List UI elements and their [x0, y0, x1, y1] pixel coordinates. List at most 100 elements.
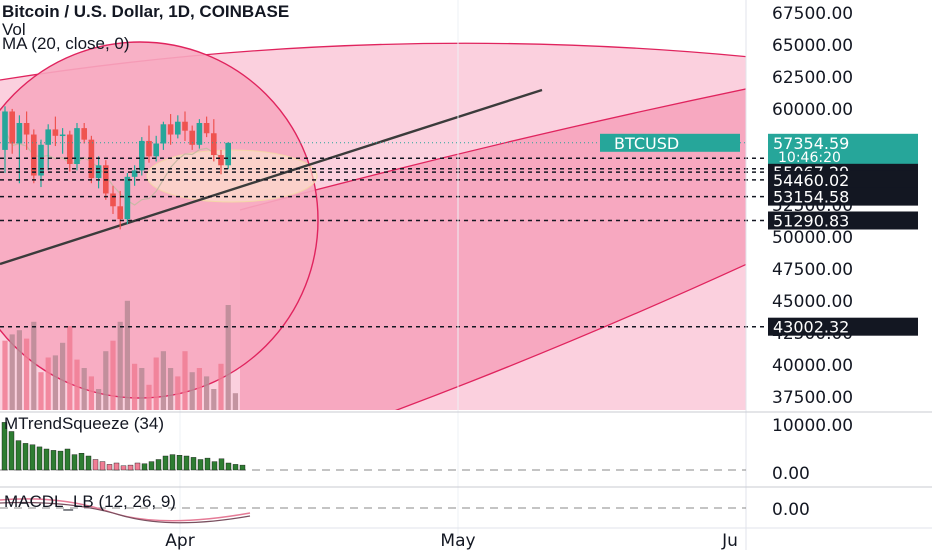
- volume-bar: [168, 368, 174, 410]
- volume-bar: [88, 376, 94, 410]
- level-tag-label: 54460.02: [773, 171, 849, 190]
- volume-label: Vol: [2, 20, 26, 39]
- volume-bar: [139, 368, 145, 410]
- level-tag: [768, 317, 918, 336]
- price-tick-label: 50000.00: [772, 228, 853, 248]
- volume-bar: [218, 363, 224, 410]
- small-ellipse: [146, 149, 318, 203]
- level-tag-label: 53154.58: [773, 188, 849, 207]
- squeeze-bar: [134, 462, 141, 471]
- candle-body: [2, 111, 8, 150]
- squeeze-bar: [22, 443, 29, 471]
- squeeze-bar: [148, 461, 155, 471]
- chart-title: Bitcoin / U.S. Dollar, 1D, COINBASE: [2, 2, 290, 21]
- countdown-label: 10:46:20: [778, 150, 841, 166]
- level-tag-label: 51290.83: [773, 211, 849, 230]
- candle-body: [225, 142, 231, 166]
- level-tag: [768, 211, 918, 230]
- macd-pane-label: MACDL_LB (12, 26, 9): [4, 492, 176, 511]
- candle-body: [146, 140, 152, 157]
- price-tick-label: 47500.00: [772, 260, 853, 280]
- volume-bar: [110, 340, 116, 410]
- price-levels: [0, 142, 766, 328]
- symbol-tag-label: BTCUSD: [614, 134, 679, 153]
- squeeze-bar: [141, 463, 148, 471]
- candle-body: [139, 140, 145, 171]
- squeeze-bar: [15, 440, 22, 471]
- candle-body: [59, 134, 66, 137]
- x-tick-label: Ju: [721, 531, 738, 550]
- candle-body: [160, 124, 167, 144]
- candle-body: [9, 111, 15, 144]
- squeeze-bar: [71, 454, 78, 471]
- candle-body: [131, 170, 138, 177]
- volume-bar: [232, 393, 238, 410]
- volume-bar: [211, 389, 217, 410]
- squeeze-bar: [85, 455, 92, 471]
- candle-body: [117, 206, 123, 220]
- candle-body: [153, 143, 159, 157]
- symbol-tag: [600, 133, 740, 152]
- squeeze-bar: [99, 461, 106, 471]
- candle-body: [23, 123, 30, 135]
- squeeze-bar: [197, 459, 204, 471]
- x-tick-label: May: [440, 531, 475, 550]
- volume-bar: [38, 372, 44, 410]
- candle-body: [196, 123, 203, 145]
- candle-body: [31, 134, 37, 176]
- candle-body: [74, 128, 80, 164]
- squeeze-bar: [183, 455, 190, 471]
- current-price-value: 57354.59: [773, 134, 849, 153]
- current-price-tag: [768, 133, 918, 164]
- squeeze-bar: [204, 457, 211, 471]
- volume-bar: [52, 355, 58, 410]
- candle-body: [189, 130, 195, 145]
- candle-body: [67, 134, 73, 164]
- volume-bar: [60, 342, 66, 410]
- squeeze-bar: [239, 464, 246, 471]
- price-tick-label: 60000.00: [772, 100, 853, 120]
- volume-bar: [96, 389, 102, 410]
- squeeze-bar: [127, 464, 134, 471]
- squeeze-bar: [8, 431, 15, 471]
- squeeze-bar: [162, 455, 169, 471]
- volume-bar: [160, 351, 166, 410]
- candle-body: [203, 123, 210, 134]
- candle-body: [110, 193, 116, 207]
- volume-bar: [31, 321, 37, 410]
- signal-line: [0, 501, 251, 524]
- squeeze-bar: [106, 464, 113, 471]
- ma-label: MA (20, close, 0): [2, 34, 130, 53]
- squeeze-bar: [50, 450, 57, 471]
- volume-bar: [24, 338, 30, 410]
- candle-body: [218, 155, 224, 166]
- volume-bar: [175, 376, 181, 410]
- squeeze-bar: [29, 444, 36, 471]
- squeeze-bar: [64, 448, 71, 471]
- candle-body: [38, 144, 44, 176]
- macd-axis-label: 0.00: [772, 500, 810, 520]
- volume-bar: [45, 357, 51, 410]
- squeeze-bar: [218, 458, 225, 471]
- level-tag-label: 43002.32: [773, 318, 849, 337]
- squeeze-bar: [1, 422, 8, 471]
- lower-panes: 10000.00 0.00 0.00 Apr May Ju: [0, 411, 932, 550]
- x-tick-label: Apr: [165, 531, 194, 550]
- volume-bar: [9, 334, 15, 410]
- volume-bar: [67, 326, 73, 410]
- volume-bar: [182, 351, 188, 410]
- volume-bar: [74, 359, 80, 410]
- level-tag: [768, 187, 918, 206]
- squeeze-bar: [57, 450, 64, 471]
- volume-bar: [204, 376, 210, 410]
- squeeze-bar: [169, 454, 176, 471]
- candle-body: [52, 129, 59, 136]
- squeeze-bar: [211, 461, 218, 471]
- volume-bar: [103, 351, 109, 410]
- candle-body: [167, 124, 174, 135]
- volume-bar: [189, 372, 195, 410]
- candle-body: [175, 121, 181, 135]
- squeeze-pane-label: MTrendSqueeze (34): [4, 414, 165, 433]
- squeeze-bar: [190, 457, 197, 471]
